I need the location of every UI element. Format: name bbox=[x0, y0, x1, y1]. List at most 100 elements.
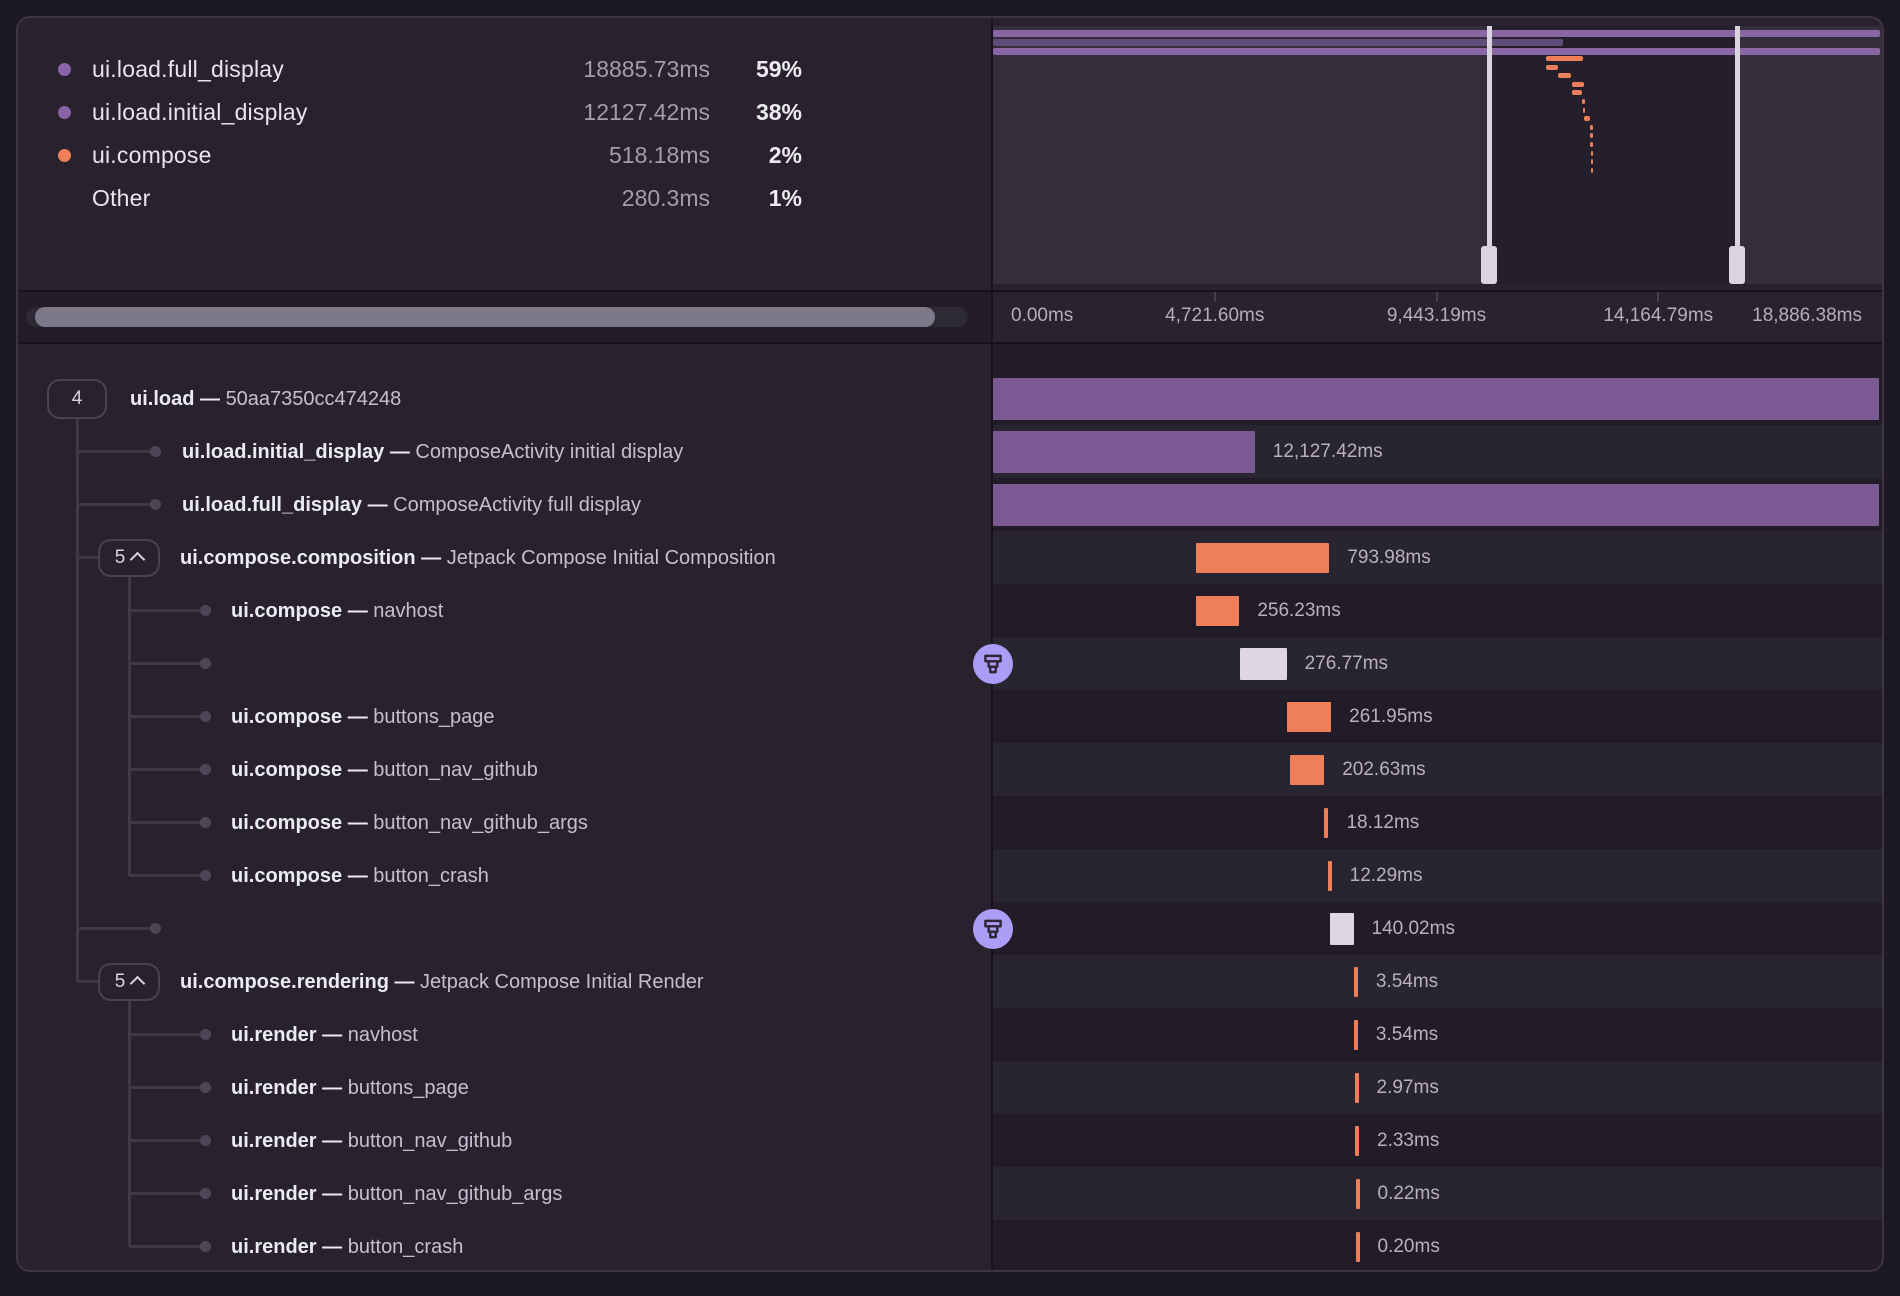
span-tree-label[interactable]: ui.compose — navhost bbox=[231, 597, 443, 625]
minimap-span bbox=[1590, 150, 1594, 156]
brush-handle-right-grip[interactable] bbox=[1729, 246, 1746, 284]
minimap-span bbox=[1590, 124, 1593, 130]
tree-connector-line bbox=[129, 662, 205, 665]
span-description: Jetpack Compose Initial Render bbox=[420, 970, 704, 993]
legend-color-dot bbox=[58, 192, 71, 205]
expand-badge[interactable]: 5 bbox=[98, 538, 160, 577]
brush-handle-left-grip[interactable] bbox=[1481, 246, 1498, 284]
span-duration-bar[interactable] bbox=[1240, 647, 1287, 680]
tree-node-dot bbox=[199, 870, 211, 881]
minimap-selected-window[interactable] bbox=[1489, 26, 1738, 284]
axis-tick-label: 14,164.79ms bbox=[1603, 305, 1714, 326]
span-duration-label: 2.33ms bbox=[1377, 1129, 1440, 1151]
minimap-span bbox=[993, 39, 1563, 46]
legend-item[interactable]: ui.load.full_display 18885.73ms 59% bbox=[58, 48, 802, 91]
span-duration-bar[interactable] bbox=[1196, 595, 1240, 626]
tree-node-dot bbox=[149, 446, 161, 457]
span-duration-bar[interactable] bbox=[993, 377, 1879, 420]
span-tree-label[interactable]: ui.compose.composition — Jetpack Compose… bbox=[180, 544, 776, 572]
span-tree-label[interactable]: ui.compose — button_nav_github_args bbox=[231, 809, 588, 837]
legend-span-name: ui.load.full_display bbox=[92, 56, 284, 82]
span-tree-label[interactable]: ui.render — button_nav_github_args bbox=[231, 1180, 562, 1208]
legend-item[interactable]: ui.load.initial_display 12127.42ms 38% bbox=[58, 91, 802, 134]
minimap-span bbox=[993, 48, 1880, 55]
span-duration-label: 0.20ms bbox=[1377, 1235, 1440, 1257]
span-duration-bar[interactable] bbox=[1354, 1072, 1359, 1103]
span-duration-bar[interactable] bbox=[1327, 860, 1332, 891]
scrollbar-thumb[interactable] bbox=[35, 307, 935, 327]
trace-header: ui.load.full_display 18885.73ms 59% ui.load… bbox=[18, 18, 1882, 290]
span-description: ComposeActivity full display bbox=[393, 493, 642, 516]
row-stripe bbox=[993, 955, 1882, 1008]
tree-connector-line bbox=[129, 1033, 205, 1036]
tree-node-dot bbox=[199, 711, 211, 722]
span-name: ui.compose.composition — bbox=[180, 546, 447, 569]
span-duration-bar[interactable] bbox=[1355, 1231, 1360, 1262]
legend-percent-value: 59% bbox=[755, 56, 802, 82]
span-tree-label[interactable]: ui.load.initial_display — ComposeActivit… bbox=[182, 438, 683, 466]
span-duration-bar[interactable] bbox=[1355, 1125, 1360, 1156]
legend-item[interactable]: ui.compose 518.18ms 2% bbox=[58, 134, 802, 177]
span-description: buttons_page bbox=[347, 1076, 469, 1099]
tree-connector-line bbox=[129, 768, 205, 771]
span-duration-label: 0.22ms bbox=[1377, 1182, 1440, 1204]
tree-node-dot bbox=[199, 1082, 211, 1093]
tree-node-dot bbox=[199, 1241, 211, 1252]
span-duration-bar[interactable] bbox=[1195, 542, 1330, 573]
span-tree-label[interactable]: ui.load — 50aa7350cc474248 bbox=[130, 385, 401, 413]
span-tree-label[interactable]: ui.render — navhost bbox=[231, 1021, 418, 1049]
tree-node-dot bbox=[199, 764, 211, 775]
tree-node-dot bbox=[199, 658, 211, 669]
funnel-icon[interactable] bbox=[973, 908, 1013, 949]
expand-badge[interactable]: 5 bbox=[98, 962, 160, 1001]
span-description: 50aa7350cc474248 bbox=[225, 387, 402, 410]
tree-connector-line bbox=[127, 576, 131, 876]
tree-node-dot bbox=[199, 1029, 211, 1040]
span-description: buttons_page bbox=[373, 705, 495, 728]
tree-connector-line bbox=[129, 1192, 205, 1195]
scrollbar-track[interactable] bbox=[26, 307, 968, 327]
tree-connector-line bbox=[129, 1086, 205, 1089]
span-name: ui.load.full_display — bbox=[182, 493, 394, 516]
span-tree-label[interactable]: ui.render — button_crash bbox=[231, 1233, 463, 1261]
span-name: ui.load — bbox=[130, 387, 226, 410]
funnel-icon[interactable] bbox=[973, 643, 1013, 684]
span-duration-bar[interactable] bbox=[993, 483, 1879, 526]
minimap-span bbox=[1546, 64, 1559, 70]
legend-color-dot bbox=[58, 149, 71, 162]
legend-item[interactable]: Other 280.3ms 1% bbox=[58, 177, 802, 220]
badge-count: 5 bbox=[114, 546, 126, 568]
row-stripe bbox=[993, 1008, 1882, 1061]
trace-minimap[interactable] bbox=[993, 26, 1882, 284]
span-duration-bar[interactable] bbox=[993, 430, 1255, 473]
minimap-span bbox=[1572, 90, 1582, 96]
span-duration-bar[interactable] bbox=[1287, 701, 1332, 732]
chevron-up-icon bbox=[130, 975, 146, 992]
minimap-span bbox=[1582, 107, 1586, 113]
span-tree-label[interactable]: ui.compose — buttons_page bbox=[231, 703, 494, 731]
span-tree-label[interactable]: ui.compose — button_nav_github bbox=[231, 756, 538, 784]
legend-percent-value: 1% bbox=[768, 185, 802, 211]
brush-handle-left[interactable] bbox=[1486, 26, 1492, 284]
brush-handle-right[interactable] bbox=[1734, 26, 1740, 284]
row-stripe bbox=[993, 1061, 1882, 1114]
span-duration-bar[interactable] bbox=[1290, 754, 1325, 785]
badge-count: 5 bbox=[114, 970, 126, 992]
span-duration-bar[interactable] bbox=[1324, 807, 1329, 838]
span-duration-bar[interactable] bbox=[1355, 1178, 1360, 1209]
span-description: button_nav_github bbox=[347, 1129, 513, 1152]
span-duration-bar[interactable] bbox=[1353, 1019, 1358, 1050]
span-duration-bar[interactable] bbox=[1353, 966, 1358, 997]
span-tree-label[interactable]: ui.render — button_nav_github bbox=[231, 1127, 512, 1155]
span-tree-label[interactable]: ui.compose.rendering — Jetpack Compose I… bbox=[180, 968, 704, 996]
minimap-span bbox=[1571, 81, 1584, 87]
header-divider bbox=[18, 290, 1882, 292]
span-duration-label: 18.12ms bbox=[1346, 811, 1420, 833]
span-duration-bar[interactable] bbox=[1329, 912, 1354, 945]
span-tree-label[interactable]: ui.compose — button_crash bbox=[231, 862, 489, 890]
span-tree-label[interactable]: ui.load.full_display — ComposeActivity f… bbox=[182, 491, 641, 519]
span-description: button_nav_github_args bbox=[373, 811, 588, 834]
span-description: navhost bbox=[373, 599, 444, 622]
span-tree-label[interactable]: ui.render — buttons_page bbox=[231, 1074, 469, 1102]
expand-badge[interactable]: 4 bbox=[47, 378, 107, 419]
